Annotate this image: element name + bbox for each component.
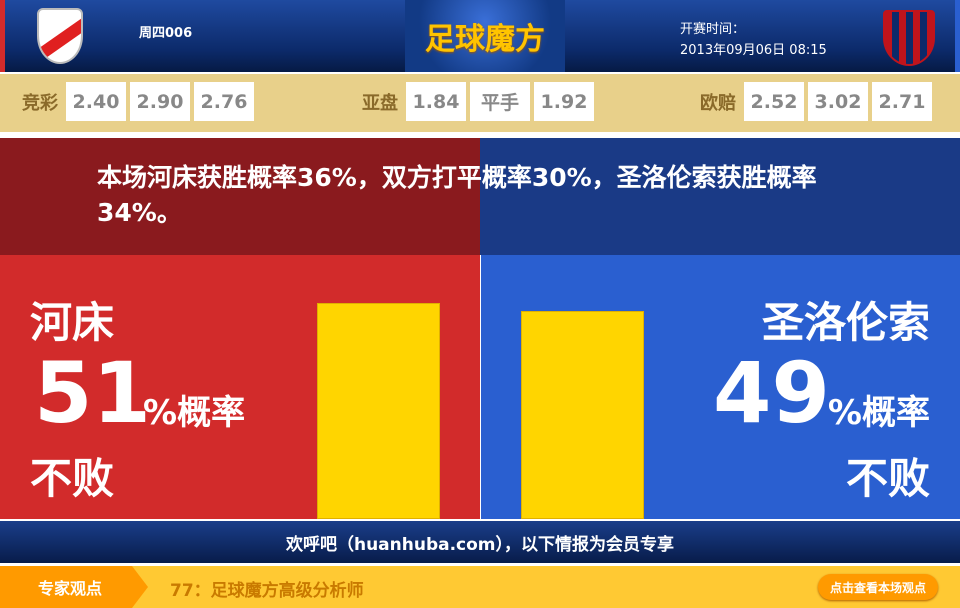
view-opinion-button[interactable]: 点击查看本场观点: [818, 574, 938, 600]
away-percent: 49: [713, 344, 830, 442]
kickoff-time: 2013年09月06日 08:15: [680, 43, 827, 58]
kickoff-label: 开赛时间：: [680, 22, 746, 37]
prediction-headline: 本场河床获胜概率36%，双方打平概率30%，圣洛伦索获胜概率34%。: [0, 138, 960, 255]
odds-group-jingcai: 竞彩 2.40 2.90 2.76: [22, 82, 254, 121]
match-header: 周四006 足球魔方 开赛时间： 2013年09月06日 08:15: [0, 0, 960, 72]
home-percent: 51: [34, 344, 151, 442]
odds-value: 2.90: [130, 82, 190, 121]
away-team-logo: [883, 10, 935, 66]
expert-tag: 专家观点: [0, 566, 148, 608]
odds-value: 3.02: [808, 82, 868, 121]
odds-value: 2.76: [194, 82, 254, 121]
odds-label: 竞彩: [22, 92, 58, 114]
match-code: 周四006: [139, 26, 193, 41]
home-probability-bar: [317, 303, 440, 519]
home-outcome: 不败: [30, 454, 115, 503]
odds-value: 1.84: [406, 82, 466, 121]
odds-label: 亚盘: [362, 92, 398, 114]
odds-group-asian: 亚盘 1.84 平手 1.92: [362, 82, 594, 121]
odds-value: 平手: [470, 82, 530, 121]
expert-bar: 专家观点 77：足球魔方高级分析师 点击查看本场观点: [0, 566, 960, 608]
home-panel: 河床 51 %概率 不败: [0, 255, 480, 519]
odds-value: 2.71: [872, 82, 932, 121]
odds-value: 2.52: [744, 82, 804, 121]
away-team-name: 圣洛伦索: [761, 298, 930, 347]
headline-text: 本场河床获胜概率36%，双方打平概率30%，圣洛伦索获胜概率34%。: [97, 163, 817, 227]
odds-group-european: 欧赔 2.52 3.02 2.71: [700, 82, 932, 121]
odds-value: 1.92: [534, 82, 594, 121]
away-probability-bar: [521, 311, 644, 519]
member-banner: 欢呼吧（huanhuba.com），以下情报为会员专享: [0, 519, 960, 563]
analyst-name[interactable]: 77：足球魔方高级分析师: [170, 581, 364, 601]
away-percent-unit: %概率: [827, 393, 930, 433]
odds-label: 欧赔: [700, 92, 736, 114]
away-outcome: 不败: [845, 454, 930, 503]
away-panel: 圣洛伦索 49 %概率 不败: [480, 255, 960, 519]
home-team-name: 河床: [30, 298, 115, 347]
odds-value: 2.40: [66, 82, 126, 121]
home-team-logo: [37, 8, 83, 64]
brand-logo: 足球魔方: [405, 0, 565, 72]
home-percent-unit: %概率: [143, 393, 246, 433]
odds-bar: 竞彩 2.40 2.90 2.76 亚盘 1.84 平手 1.92 欧赔 2.5…: [0, 72, 960, 132]
